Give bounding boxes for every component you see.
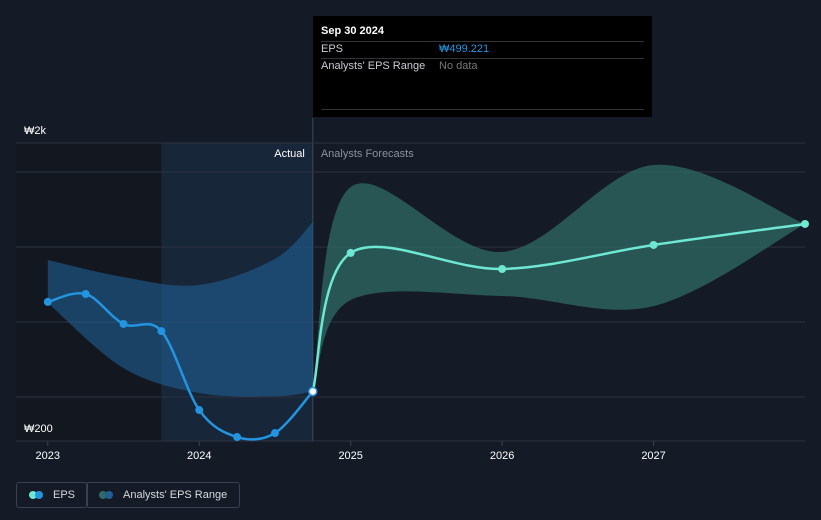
eps-point <box>43 297 52 306</box>
x-tick-label: 2023 <box>36 450 60 462</box>
eps-point <box>233 433 242 442</box>
tooltip-key: Analysts' EPS Range <box>321 60 425 72</box>
legend-icon <box>29 490 45 500</box>
eps-point <box>346 248 355 257</box>
legend-eps[interactable]: EPS <box>16 482 89 508</box>
tooltip-value: ₩499.221 <box>439 43 489 55</box>
eps-point <box>157 327 166 336</box>
plot <box>43 164 809 442</box>
tooltip <box>313 16 652 117</box>
y-tick-label: ₩200 <box>24 423 53 435</box>
chart: Actual Analysts Forecasts ₩200 ₩2k 2023 2024 2… <box>16 16 809 462</box>
legend-range[interactable]: Analysts' EPS Range <box>86 482 241 508</box>
y-tick-label: ₩2k <box>24 125 47 137</box>
eps-point <box>801 219 809 228</box>
eps-point <box>649 240 658 249</box>
eps-point <box>119 319 128 328</box>
tooltip-key: EPS <box>321 43 343 55</box>
actual-label: Actual <box>274 148 305 160</box>
eps-point <box>308 386 318 397</box>
past-range-band <box>47 221 313 397</box>
x-tick-label: 2025 <box>338 450 362 462</box>
legend-label: EPS <box>53 489 76 501</box>
tooltip-date: Sep 30 2024 <box>321 25 385 37</box>
range-band <box>312 164 805 392</box>
eps-point <box>498 264 507 273</box>
x-tick-label: 2027 <box>641 450 665 462</box>
x-tick-label: 2024 <box>187 450 211 462</box>
forecast-label: Analysts Forecasts <box>321 148 414 160</box>
legend-icon <box>99 490 115 500</box>
eps-point <box>195 406 204 415</box>
tooltip-value: No data <box>439 60 478 72</box>
eps-point <box>270 429 279 438</box>
x-tick-label: 2026 <box>490 450 514 462</box>
eps-point <box>81 289 90 298</box>
legend-label: Analysts' EPS Range <box>123 489 228 501</box>
eps-line <box>47 291 314 441</box>
